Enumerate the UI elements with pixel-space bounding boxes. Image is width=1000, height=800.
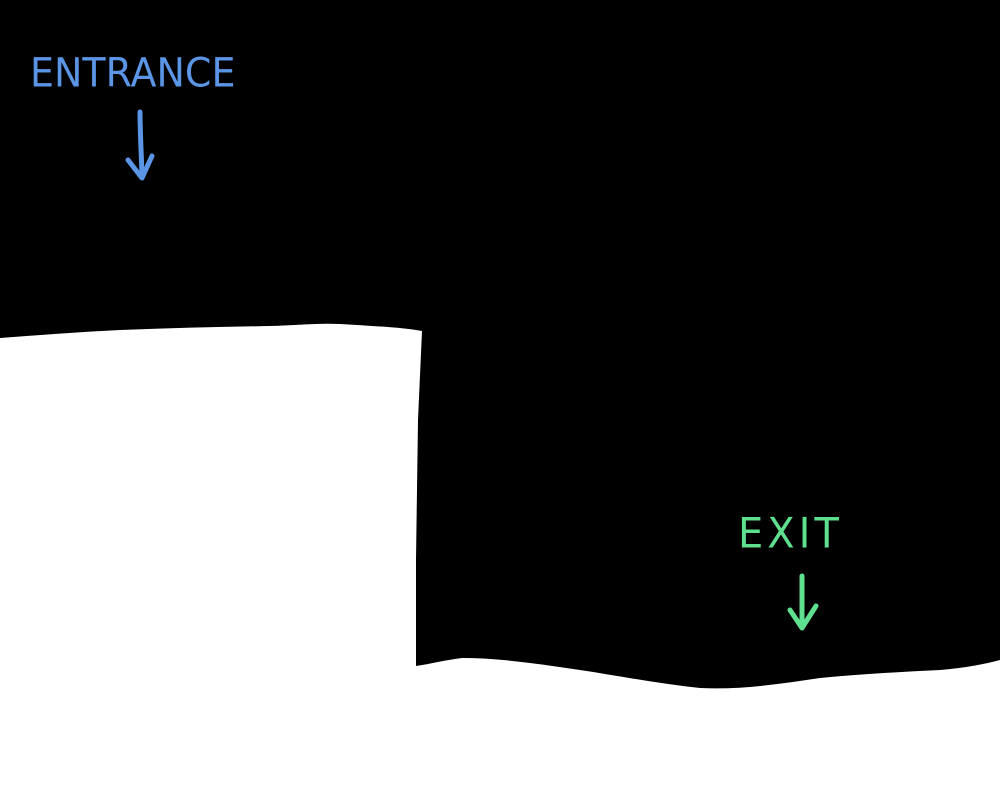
exit-label: EXIT [738, 509, 843, 559]
upper-platform [0, 323, 422, 800]
entrance-label: ENTRANCE [30, 49, 236, 97]
entrance-arrow-down-icon [125, 109, 155, 181]
exit-arrow-down-icon [787, 573, 819, 631]
lower-floor [416, 658, 1000, 800]
